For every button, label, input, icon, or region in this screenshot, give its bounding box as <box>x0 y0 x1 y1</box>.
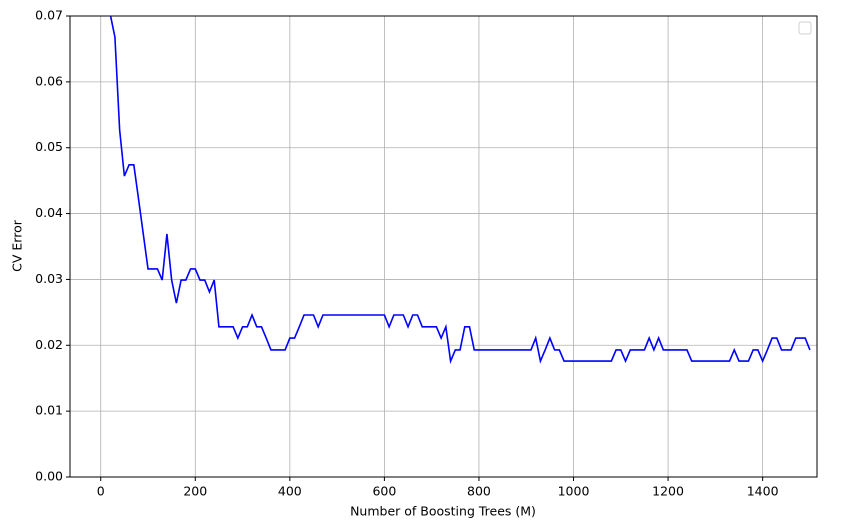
legend-box <box>798 21 812 35</box>
y-tick-label: 0.07 <box>35 8 63 23</box>
x-tick-label: 800 <box>467 484 491 499</box>
y-axis-label: CV Error <box>10 219 25 272</box>
y-tick-label: 0.01 <box>35 403 63 418</box>
y-tick-label: 0.02 <box>35 337 63 352</box>
y-tick-label: 0.00 <box>35 469 63 484</box>
plot-frame <box>69 15 818 478</box>
y-tick-label: 0.03 <box>35 271 63 286</box>
x-tick-label: 1200 <box>652 484 684 499</box>
x-tick-label: 400 <box>278 484 302 499</box>
x-axis-label: Number of Boosting Trees (M) <box>350 504 536 519</box>
data-line <box>109 16 811 365</box>
y-tick-label: 0.06 <box>35 73 63 88</box>
x-tick-label: 1400 <box>747 484 779 499</box>
y-tick-label: 0.04 <box>35 205 63 220</box>
x-tick-label: 200 <box>183 484 207 499</box>
plot-area <box>109 16 811 365</box>
x-tick-label: 0 <box>97 484 105 499</box>
x-tick-label: 600 <box>372 484 396 499</box>
y-tick-label: 0.05 <box>35 139 63 154</box>
x-tick-label: 1000 <box>558 484 590 499</box>
